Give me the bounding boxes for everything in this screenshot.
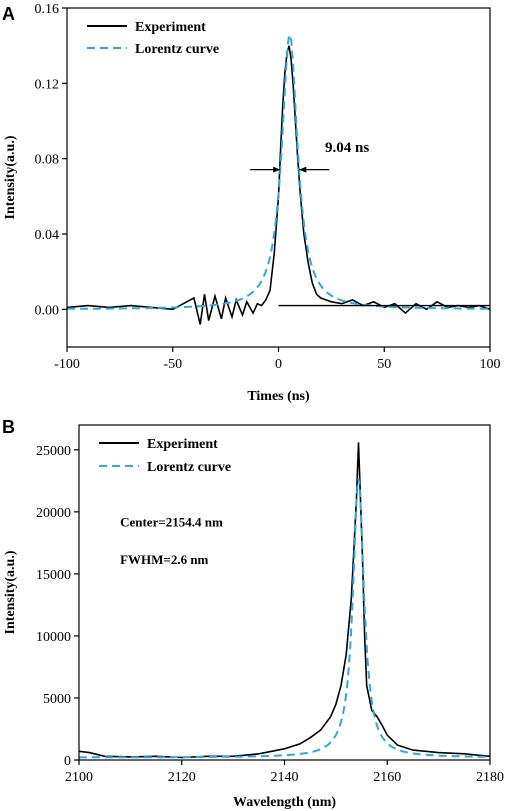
x-tick-label: 2160 (373, 770, 401, 785)
panel-label: A (2, 4, 15, 24)
panel-label: B (2, 417, 15, 437)
y-tick-label: 0.08 (35, 153, 60, 168)
experiment-line (79, 442, 490, 759)
y-tick-label: 5000 (43, 692, 71, 707)
x-tick-label: 100 (480, 357, 501, 372)
axes-frame (66, 7, 491, 348)
legend-label: Lorentz curve (135, 42, 219, 57)
x-tick-label: 50 (377, 357, 391, 372)
x-tick-label: 0 (275, 357, 282, 372)
fwhm-annotation: FWHM=2.6 nm (120, 552, 208, 567)
y-tick-label: 0.00 (35, 303, 60, 318)
fwhm-arrowhead-right (299, 166, 307, 173)
x-tick-label: 2120 (168, 770, 196, 785)
center-annotation: Center=2154.4 nm (120, 515, 223, 530)
legend-label: Lorentz curve (147, 460, 231, 475)
x-axis-label: Times (ns) (247, 389, 310, 404)
y-tick-label: 25000 (36, 444, 71, 459)
y-tick-label: 20000 (36, 506, 71, 521)
x-tick-label: 2180 (476, 770, 504, 785)
x-tick-label: 2140 (271, 770, 299, 785)
lorentz-curve-line (79, 478, 490, 759)
fwhm-arrowhead-left (273, 166, 281, 173)
y-tick-label: 0.12 (35, 77, 60, 92)
y-tick-label: 10000 (36, 630, 71, 645)
y-tick-label: 0.04 (35, 228, 60, 243)
y-tick-label: 0.16 (35, 2, 60, 17)
chart-panel-a: A -100 -50 0 50 100 0.00 0.04 0.08 0.12 0.16 Times … (2, 2, 501, 404)
y-tick-label: 15000 (36, 568, 71, 583)
fwhm-annotation: 9.04 ns (325, 140, 369, 156)
x-tick-label: -50 (163, 357, 182, 372)
x-axis-label: Wavelength (nm) (233, 795, 336, 810)
legend-label: Experiment (135, 20, 206, 35)
chart-panel-b: B 2100 2120 2140 2160 2180 0 5000 10000 15000 2000… (2, 417, 504, 810)
y-axis-label: Intensity(a.u.) (3, 135, 18, 219)
lorentz-curve-line (67, 33, 490, 310)
legend-label: Experiment (147, 437, 218, 452)
x-tick-label: 2100 (65, 770, 93, 785)
x-tick-label: -100 (54, 357, 80, 372)
y-axis-label: Intensity(a.u.) (3, 550, 18, 634)
y-tick-label: 0 (64, 754, 71, 769)
axes-frame (78, 424, 491, 761)
